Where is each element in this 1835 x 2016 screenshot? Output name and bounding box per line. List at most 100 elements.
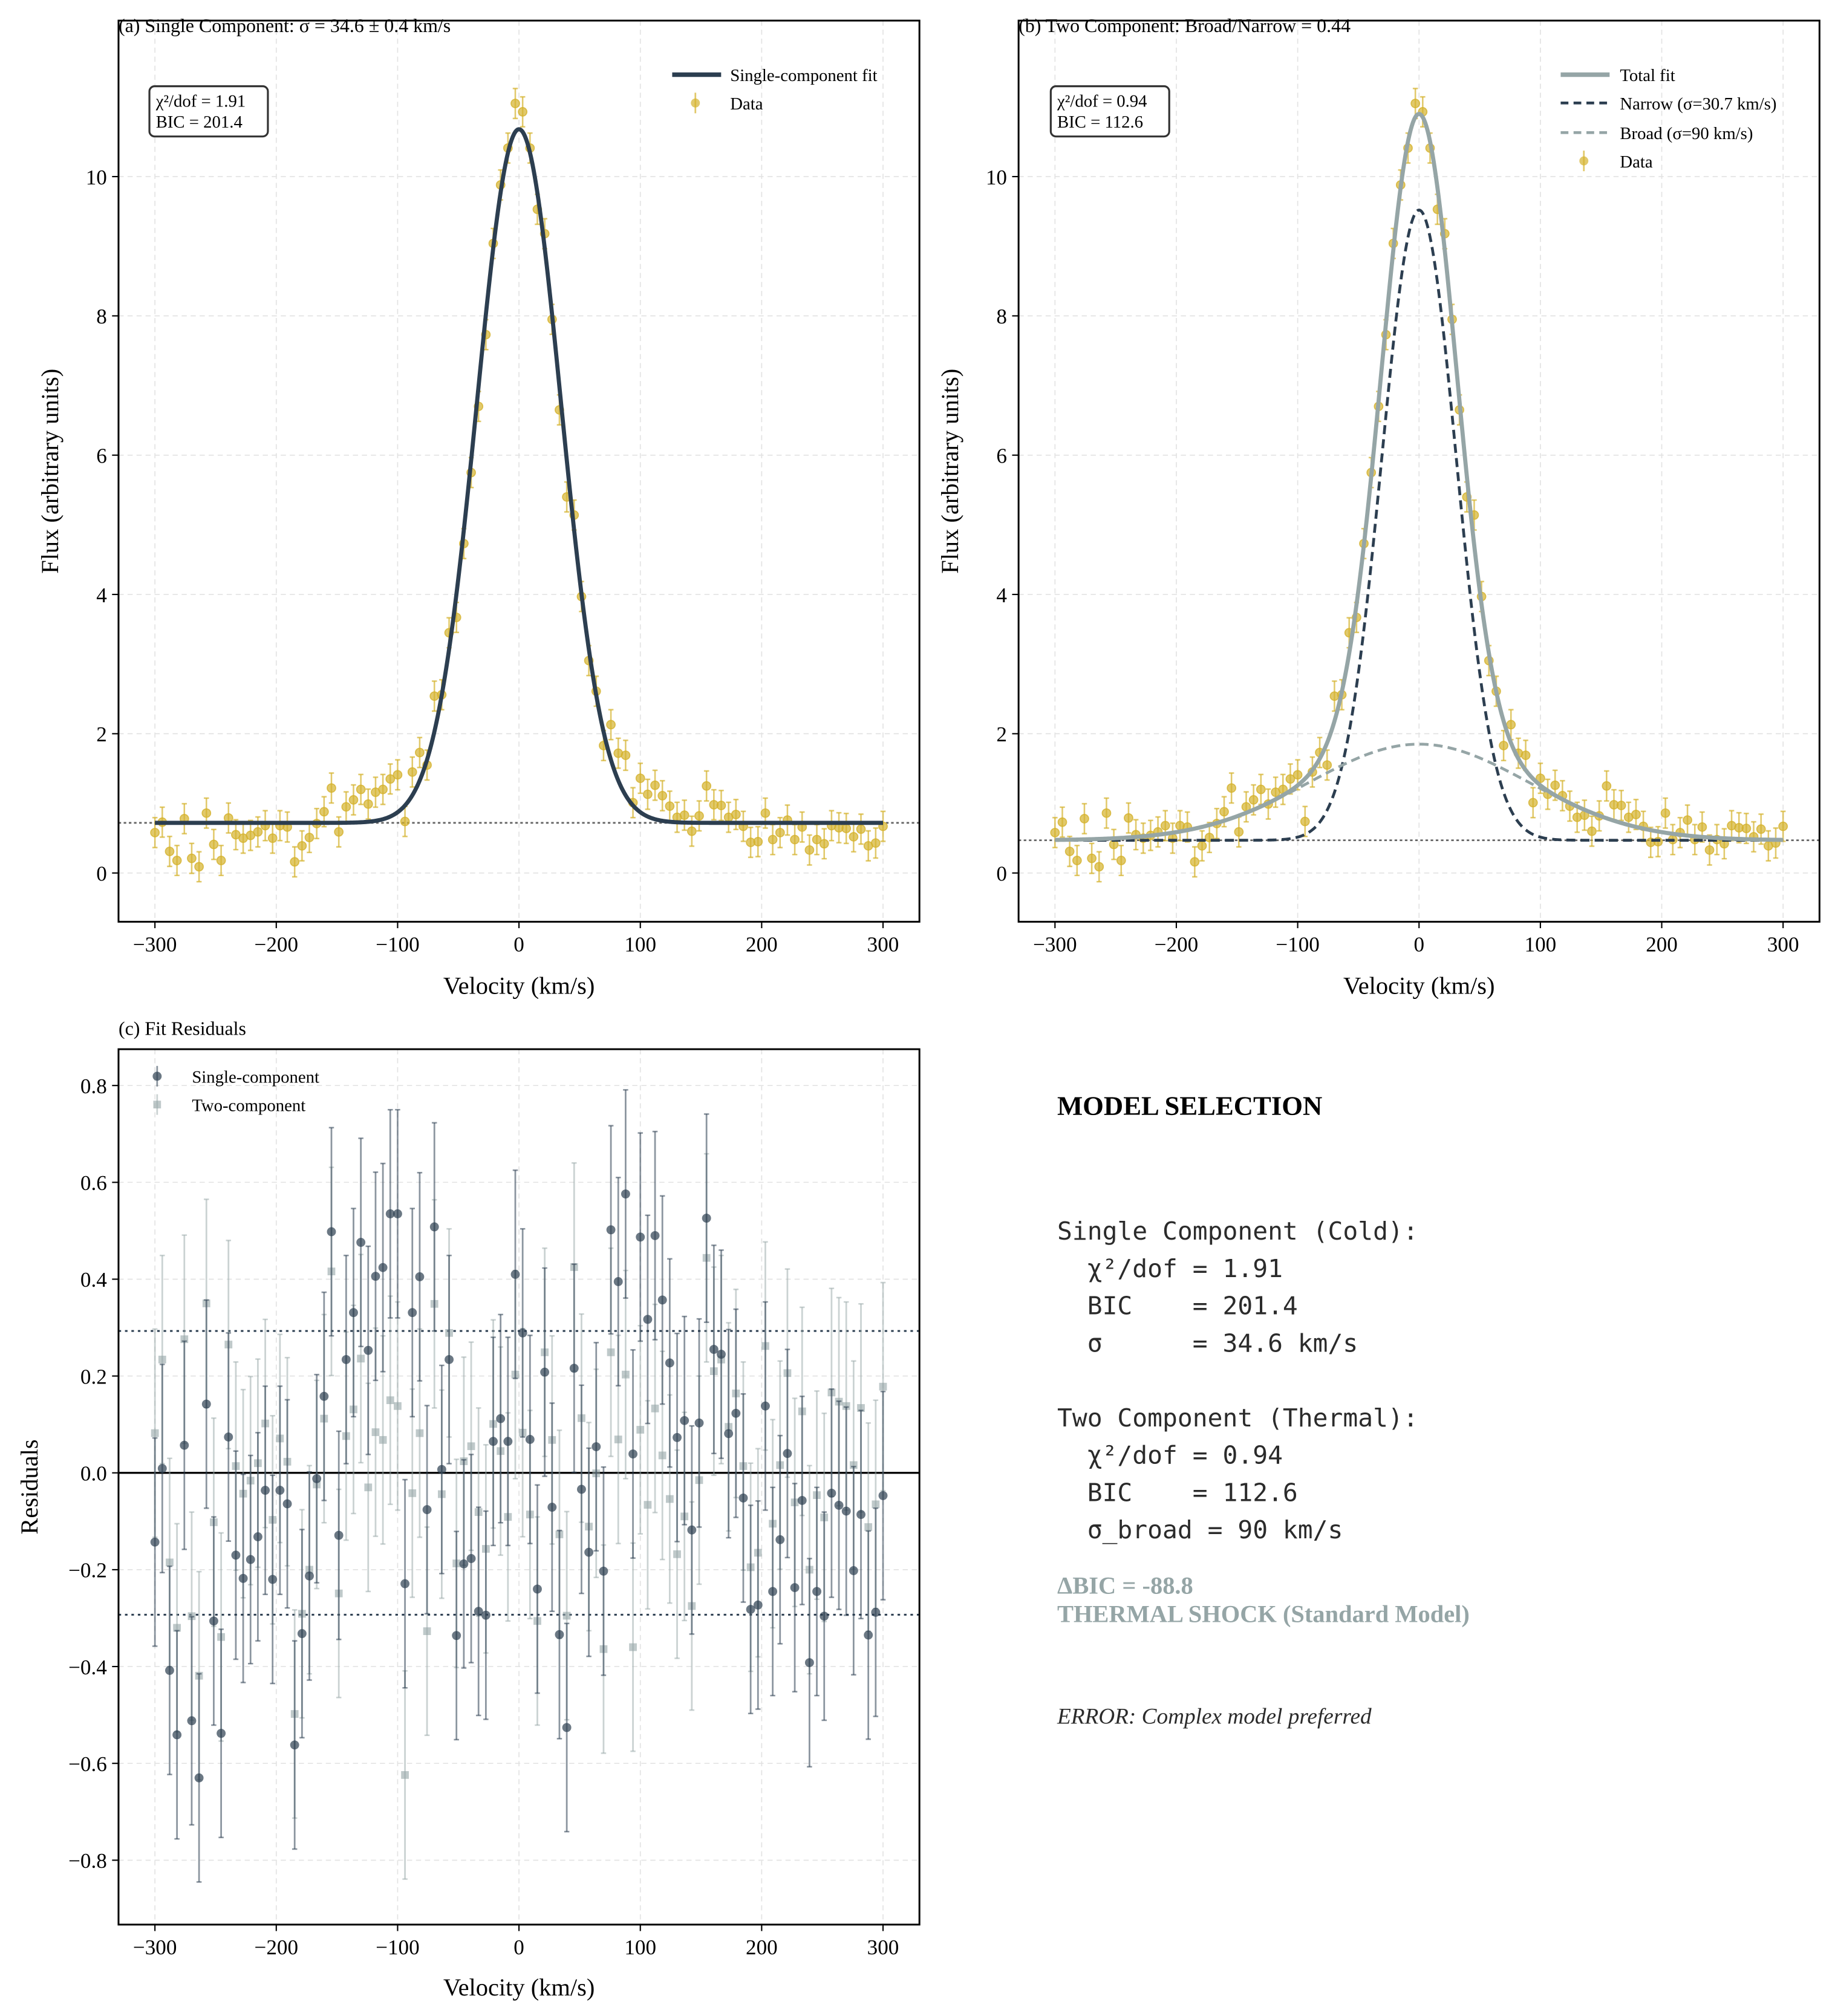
data-marker: [1094, 862, 1104, 872]
legend-single-residual-label: Single-component: [192, 1067, 319, 1087]
data-marker: [267, 833, 278, 844]
data-point: [1072, 844, 1082, 877]
data-point: [518, 96, 528, 128]
residual-marker-circle: [510, 1270, 520, 1279]
residual-marker-circle: [533, 1584, 542, 1594]
residual-marker-circle: [643, 1315, 653, 1324]
data-point: [282, 811, 292, 843]
residual-point: [834, 1400, 844, 1610]
residual-marker-circle: [518, 1328, 527, 1338]
data-point: [621, 740, 631, 772]
delta-bic: ΔBIC = -88.8: [1057, 1572, 1193, 1599]
residual-point: [180, 1340, 189, 1550]
panel-c-ylabel: Residuals: [16, 1439, 43, 1534]
residual-marker-circle: [217, 1729, 226, 1738]
residual-marker-circle: [474, 1607, 483, 1616]
data-marker: [304, 833, 315, 842]
x-tick-label: −100: [376, 932, 419, 956]
data-point: [1094, 851, 1104, 883]
residual-marker-circle: [312, 1474, 322, 1483]
data-point: [702, 770, 712, 802]
residual-marker-circle: [783, 1449, 792, 1458]
data-marker: [1506, 720, 1516, 730]
gridlines: [1019, 21, 1820, 922]
legend-data-label: Data: [730, 94, 763, 114]
data-marker: [194, 862, 204, 872]
residual-marker-circle: [341, 1354, 351, 1364]
panel-c-title: (c) Fit Residuals: [119, 1018, 246, 1039]
residual-marker-square: [416, 1429, 424, 1437]
residual-marker-square: [614, 1436, 622, 1443]
data-point: [429, 680, 440, 712]
residual-marker-circle: [224, 1432, 233, 1442]
data-marker: [1160, 821, 1170, 831]
residual-marker-circle: [724, 1429, 734, 1439]
residual-point: [636, 1325, 645, 1535]
residual-marker-square: [864, 1523, 873, 1531]
residual-point: [150, 1437, 160, 1647]
panel-a-xlabel: Velocity (km/s): [443, 972, 595, 1000]
plot-content: [1019, 88, 1820, 883]
data-point: [768, 824, 778, 856]
data-marker: [1550, 780, 1560, 790]
residual-marker-circle: [187, 1716, 197, 1726]
data-point: [1579, 799, 1589, 831]
residual-point: [797, 1395, 807, 1605]
residual-marker-square: [408, 1489, 417, 1497]
x-tick-label: −100: [376, 1936, 419, 1959]
residual-point: [812, 1486, 822, 1697]
residual-marker-circle: [760, 1401, 770, 1411]
panel-a-stat-bic: BIC = 201.4: [156, 112, 243, 132]
data-point: [1719, 828, 1729, 860]
residual-marker-circle: [349, 1308, 358, 1318]
residual-point: [768, 1486, 778, 1697]
data-point: [260, 810, 270, 842]
data-marker: [1778, 821, 1788, 831]
y-tick-label: 0: [996, 862, 1007, 886]
residual-point: [724, 1328, 734, 1539]
residual-point: [437, 1364, 446, 1575]
residual-point: [378, 1162, 388, 1373]
data-point: [1528, 787, 1538, 819]
data-point: [1771, 827, 1781, 859]
data-point: [223, 802, 233, 834]
residual-marker-circle: [268, 1575, 278, 1584]
residual-marker-circle: [378, 1263, 388, 1272]
two-sigma-broad-line: σ_broad = 90 km/s: [1057, 1515, 1343, 1544]
residual-marker-circle: [481, 1610, 491, 1620]
data-point: [1116, 844, 1126, 877]
residual-point: [415, 1172, 425, 1382]
panel-c-legend: Single-component Two-component: [152, 1065, 319, 1115]
y-tick-label: −0.2: [68, 1559, 107, 1582]
panel-b-stat-chi2: χ²/dof = 0.94: [1057, 92, 1147, 111]
data-marker: [1602, 781, 1612, 791]
data-point: [1109, 828, 1119, 860]
residual-point: [268, 1474, 278, 1685]
residual-point: [673, 1332, 682, 1543]
residual-point: [319, 1291, 329, 1501]
residual-marker-circle: [731, 1408, 741, 1418]
gridlines: [118, 21, 920, 922]
residual-marker-square: [872, 1500, 880, 1509]
data-marker: [201, 808, 212, 818]
x-tick-label: 100: [624, 1936, 656, 1959]
residual-point: [650, 1130, 660, 1341]
data-marker: [768, 834, 778, 845]
residual-point: [408, 1208, 417, 1418]
residual-point: [452, 1530, 461, 1741]
data-marker: [297, 841, 307, 851]
data-point: [1778, 810, 1788, 842]
x-tick-label: −200: [1155, 932, 1198, 956]
data-point: [672, 801, 682, 833]
plot-area: −300 −200 −100 0 100 200 300 0 2 4 6 8 10: [86, 19, 921, 956]
y-tick-label: 4: [96, 584, 107, 607]
legend-data-label: Data: [1620, 152, 1652, 172]
residual-marker-circle: [665, 1358, 674, 1368]
data-point: [238, 822, 248, 854]
residual-marker-circle: [547, 1503, 557, 1512]
y-tick-label: −0.6: [68, 1752, 107, 1776]
data-marker: [1227, 783, 1237, 793]
data-marker: [643, 789, 653, 799]
residual-point: [636, 1132, 645, 1342]
